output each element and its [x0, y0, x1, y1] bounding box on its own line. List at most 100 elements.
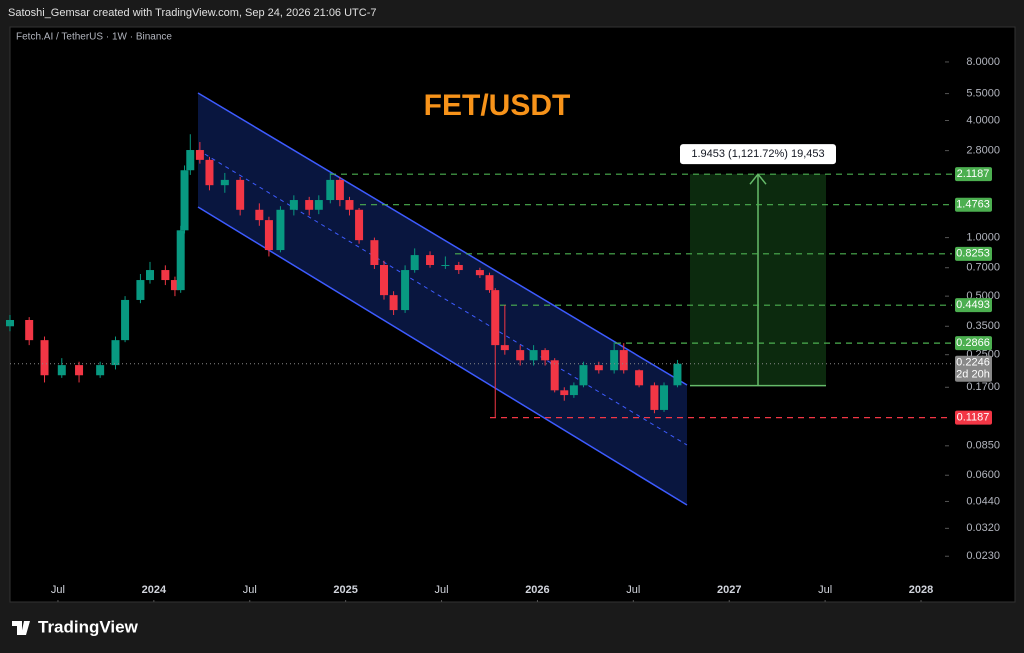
y-tick-label: 0.0320	[966, 522, 1000, 534]
candles	[6, 134, 682, 418]
candle-body	[550, 360, 559, 391]
last-price-badge	[955, 355, 992, 382]
candle-body	[75, 365, 84, 376]
x-tick-label: 2026	[525, 584, 549, 596]
candle-body	[491, 290, 500, 346]
candle-body	[195, 150, 204, 160]
candle-body	[454, 264, 463, 271]
y-tick-label: 8.0000	[966, 56, 1000, 68]
candle-body	[314, 200, 323, 210]
candle-body	[500, 345, 509, 351]
x-tick-label: 2028	[909, 584, 933, 596]
candle-body	[40, 340, 49, 376]
y-tick-label: 0.3500	[966, 320, 1000, 332]
candle-body	[370, 240, 379, 265]
candle-body	[345, 200, 354, 210]
channel-upper	[197, 92, 688, 386]
last-price-label: 0.2246	[956, 357, 990, 369]
candle-body	[6, 319, 14, 327]
candle-body	[541, 350, 550, 361]
y-tick-label: 0.0440	[966, 495, 1000, 507]
chart-title: FET/USDT	[424, 89, 571, 122]
brand: TradingView	[38, 617, 139, 636]
x-tick-label: Jul	[243, 584, 257, 596]
candle-body	[161, 270, 170, 281]
measure-label-box	[680, 144, 836, 165]
level-label: 0.2866	[956, 337, 990, 349]
level-badge	[955, 246, 992, 261]
channel-lower	[197, 206, 688, 506]
measure-arrowhead	[749, 172, 767, 185]
candle-body	[180, 170, 189, 231]
candle-body	[57, 365, 66, 376]
candle-body	[289, 200, 298, 210]
measure-label: 1.9453 (1,121.72%) 19,453	[691, 148, 824, 160]
candle-body	[619, 350, 628, 371]
candle-body	[579, 365, 588, 386]
level-badge	[955, 197, 992, 212]
x-tick-label: 2025	[333, 584, 357, 596]
candle-body	[236, 179, 245, 210]
y-tick-label: 2.8000	[966, 145, 1000, 157]
level-label: 1.4763	[956, 199, 990, 211]
level-badge	[955, 298, 992, 313]
candle-body	[136, 280, 145, 300]
y-tick-label: 5.5000	[966, 88, 1000, 100]
candle-body	[389, 295, 398, 311]
candle-body	[355, 209, 364, 241]
logo-mark	[12, 621, 30, 635]
candle-body	[170, 280, 179, 291]
y-tick-label: 1.0000	[966, 232, 1000, 244]
x-tick-label: Jul	[435, 584, 449, 596]
candle-body	[475, 270, 484, 276]
symbol-info: Fetch.AI / TetherUS · 1W · Binance	[16, 32, 172, 43]
candle-body	[426, 255, 435, 265]
candle-body	[594, 365, 603, 371]
candle-body	[220, 179, 229, 186]
candle-body	[660, 385, 669, 410]
candle-body	[121, 299, 130, 341]
candle-body	[441, 264, 450, 266]
candle-body	[255, 209, 264, 221]
level-label: 0.8253	[956, 248, 990, 260]
channel	[197, 92, 688, 506]
candle-body	[264, 220, 273, 251]
x-tick-label: Jul	[626, 584, 640, 596]
y-tick-label: 0.0230	[966, 550, 1000, 562]
candle-body	[305, 200, 314, 210]
candle-body	[673, 363, 682, 386]
candle-body	[485, 275, 494, 291]
level-label: 2.1187	[957, 168, 990, 180]
y-tick-label: 0.1700	[966, 381, 1000, 393]
y-tick-label: 0.0600	[966, 469, 1000, 481]
candle-body	[560, 390, 569, 396]
y-tick-label: 0.0850	[966, 440, 1000, 452]
brand-logo: TradingView	[12, 617, 139, 636]
candle-body	[25, 319, 34, 341]
candle-body	[410, 255, 419, 271]
channel-mid	[197, 149, 688, 446]
y-tick-label: 4.0000	[966, 114, 1000, 126]
candle-body	[186, 150, 195, 171]
x-tick-label: 2024	[142, 584, 167, 596]
level-label: 0.1187	[957, 412, 990, 424]
candle-body	[96, 365, 105, 376]
x-tick-label: Jul	[51, 584, 65, 596]
channel-fill	[198, 93, 687, 505]
candle-body	[176, 230, 185, 291]
candle-body	[335, 179, 344, 201]
candle-body	[146, 270, 155, 281]
candle-body	[326, 179, 335, 201]
candle-body	[380, 264, 388, 296]
candle-body	[610, 350, 619, 371]
y-tick-label: 0.7000	[966, 262, 1000, 274]
candle-body	[635, 370, 644, 386]
candle-body	[529, 350, 538, 361]
level-badge	[955, 410, 992, 425]
level-badge	[955, 167, 992, 182]
level-label: 0.4493	[956, 299, 990, 311]
candle-body	[111, 340, 120, 366]
candle-body	[276, 209, 285, 251]
candle-body	[650, 385, 659, 410]
